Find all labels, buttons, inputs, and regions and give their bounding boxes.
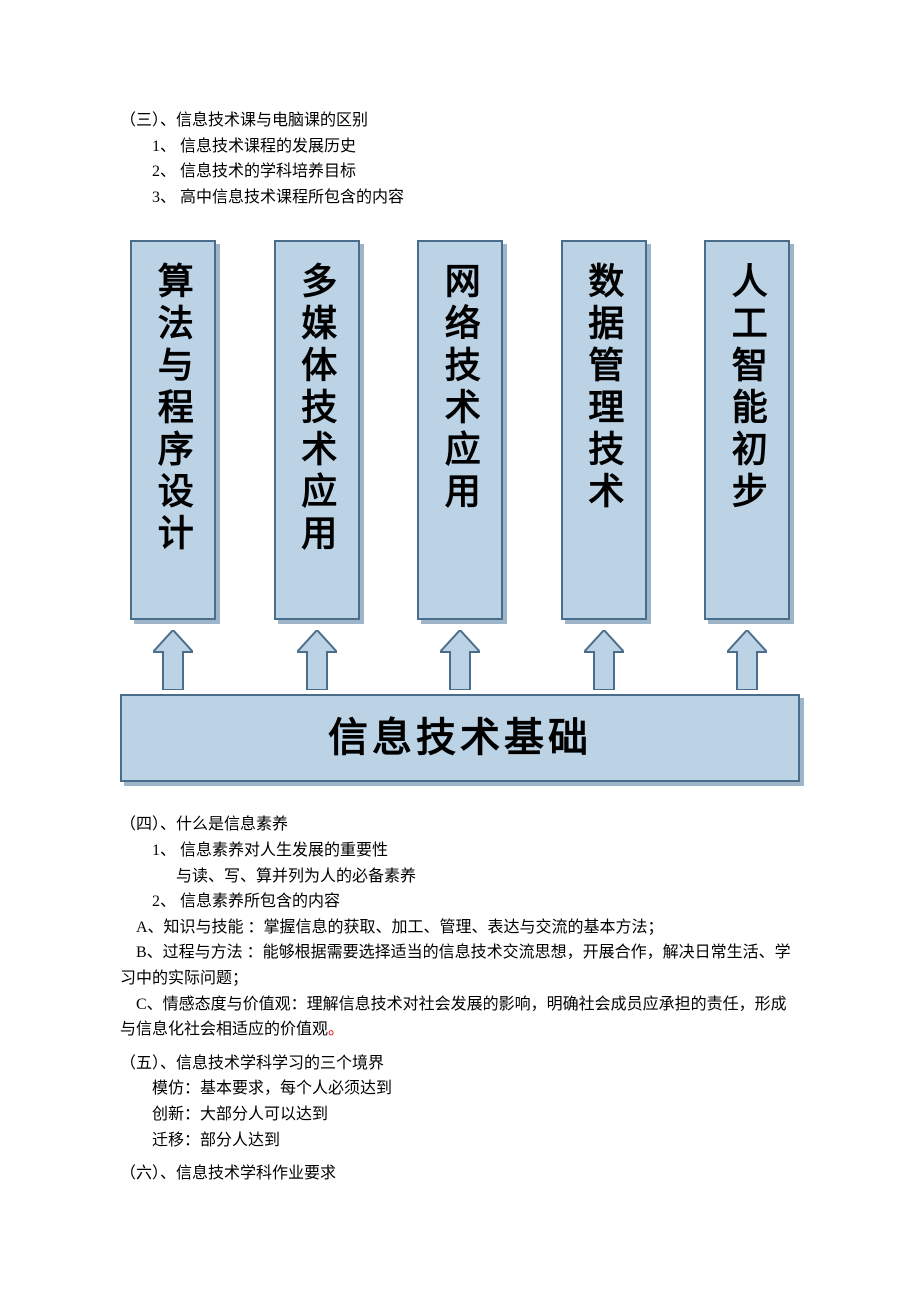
section3-item-1: 1、 信息技术课程的发展历史	[120, 134, 800, 160]
pillar-4: 数据管理技术	[561, 240, 647, 620]
section4-abc-a: A、知识与技能 ：掌握信息的获取、加工、管理、表达与交流的基本方法；	[120, 915, 800, 941]
pillar-3-text: 网络技术应用	[431, 262, 489, 514]
arrow-up-icon	[727, 630, 767, 690]
section4-header: （四）、什么是信息素养	[120, 812, 800, 838]
section5-header: （五）、信息技术学科学习的三个境界	[120, 1051, 800, 1077]
pillar-3: 网络技术应用	[417, 240, 503, 620]
pillar-5-text: 人工智能初步	[718, 262, 776, 514]
section4-abc-c: C、情感态度与价值观：理解信息技术对社会发展的影响，明确社会成员应承担的责任，形…	[120, 992, 800, 1043]
pillar-1: 算法与程序设计	[130, 240, 216, 620]
course-structure-diagram: 算法与程序设计 多媒体技术应用 网络技术应用 数据管理技术 人工智能初步 信息技…	[120, 240, 800, 782]
section4-sub-1: 与读、写、算并列为人的必备素养	[120, 864, 800, 890]
section4-abc-b: B、过程与方法 ：能够根据需要选择适当的信息技术交流思想，开展合作，解决日常生活…	[120, 940, 800, 991]
section5-item-2: 创新：大部分人可以达到	[120, 1102, 800, 1128]
section5-item-1: 模仿：基本要求，每个人必须达到	[120, 1076, 800, 1102]
section4-abc-c-text: C、情感态度与价值观：理解信息技术对社会发展的影响，明确社会成员应承担的责任，形…	[120, 996, 787, 1039]
pillar-1-text: 算法与程序设计	[144, 262, 202, 556]
arrow-up-icon	[297, 630, 337, 690]
arrow-up-icon	[153, 630, 193, 690]
section3-item-2: 2、 信息技术的学科培养目标	[120, 159, 800, 185]
section6-header: （六）、信息技术学科作业要求	[120, 1161, 800, 1187]
pillars-row: 算法与程序设计 多媒体技术应用 网络技术应用 数据管理技术 人工智能初步	[120, 240, 800, 620]
section4-item-2: 2、 信息素养所包含的内容	[120, 889, 800, 915]
foundation-box: 信息技术基础	[120, 694, 800, 782]
arrows-row	[120, 630, 800, 690]
section3-item-3: 3、 高中信息技术课程所包含的内容	[120, 185, 800, 211]
arrow-up-icon	[440, 630, 480, 690]
red-period: 。	[328, 1021, 344, 1038]
section4-item-1: 1、 信息素养对人生发展的重要性	[120, 838, 800, 864]
pillar-2-text: 多媒体技术应用	[288, 262, 346, 556]
arrow-up-icon	[584, 630, 624, 690]
section5-item-3: 迁移：部分人达到	[120, 1128, 800, 1154]
pillar-5: 人工智能初步	[704, 240, 790, 620]
pillar-4-text: 数据管理技术	[575, 262, 633, 514]
pillar-2: 多媒体技术应用	[274, 240, 360, 620]
section3-header: （三）、信息技术课与电脑课的区别	[120, 108, 800, 134]
